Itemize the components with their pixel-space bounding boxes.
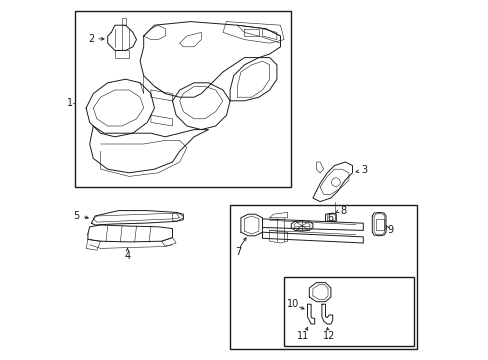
Text: 2: 2	[88, 33, 94, 44]
Text: 7: 7	[235, 247, 241, 257]
Text: 4: 4	[124, 251, 130, 261]
Text: 10: 10	[286, 299, 299, 309]
Text: 3: 3	[361, 165, 366, 175]
Text: 9: 9	[386, 225, 393, 235]
Bar	[375, 219, 383, 230]
Bar	[284, 277, 413, 346]
Bar	[230, 205, 416, 349]
Text: 5: 5	[73, 211, 80, 221]
Text: 6: 6	[327, 213, 333, 223]
Text: 12: 12	[322, 331, 335, 341]
Text: 8: 8	[339, 206, 346, 216]
Text: 1: 1	[67, 98, 73, 108]
Text: 11: 11	[297, 331, 309, 341]
Bar	[75, 11, 291, 187]
